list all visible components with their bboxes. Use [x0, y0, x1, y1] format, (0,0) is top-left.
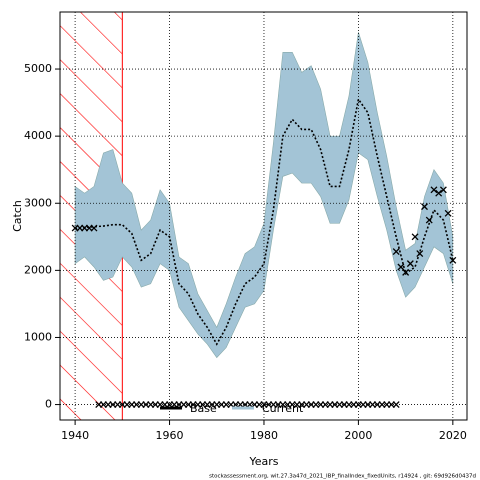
y-tick-label: 0: [45, 398, 52, 411]
zero-catch-marker: [392, 401, 400, 409]
observation-marker: [397, 263, 405, 271]
y-axis-label: Catch: [11, 200, 24, 232]
legend-label: Base: [190, 402, 217, 415]
observation-marker: [444, 209, 452, 217]
footer: stockassessment.org, wit.27.3a47d_2021_I…: [209, 474, 476, 480]
observation-marker: [425, 216, 433, 224]
observation-marker: [406, 260, 414, 268]
observation-marker: [435, 189, 443, 197]
x-tick-label: 2000: [344, 429, 372, 442]
x-tick-label: 1940: [61, 429, 89, 442]
observation-marker: [416, 250, 424, 258]
x-tick-label: 2020: [439, 429, 467, 442]
observation-marker: [411, 233, 419, 241]
observation-marker: [402, 268, 410, 276]
observation-marker: [90, 224, 98, 232]
confidence-band: [74, 32, 454, 359]
observation-marker: [439, 186, 447, 194]
y-tick-label: 2000: [24, 263, 52, 276]
y-tick-label: 5000: [24, 62, 52, 75]
legend-label: Current: [262, 402, 304, 415]
plot-frame: [59, 11, 468, 421]
x-tick-label: 1980: [250, 429, 278, 442]
observation-marker: [392, 248, 400, 256]
observation-marker: [421, 203, 428, 211]
y-tick-label: 3000: [24, 196, 52, 209]
observation-marker: [449, 256, 457, 264]
x-axis-label: Years: [248, 455, 278, 468]
x-tick-label: 1960: [156, 429, 184, 442]
y-tick-label: 1000: [24, 330, 52, 343]
observation-marker: [430, 186, 438, 194]
y-tick-label: 4000: [24, 129, 52, 142]
